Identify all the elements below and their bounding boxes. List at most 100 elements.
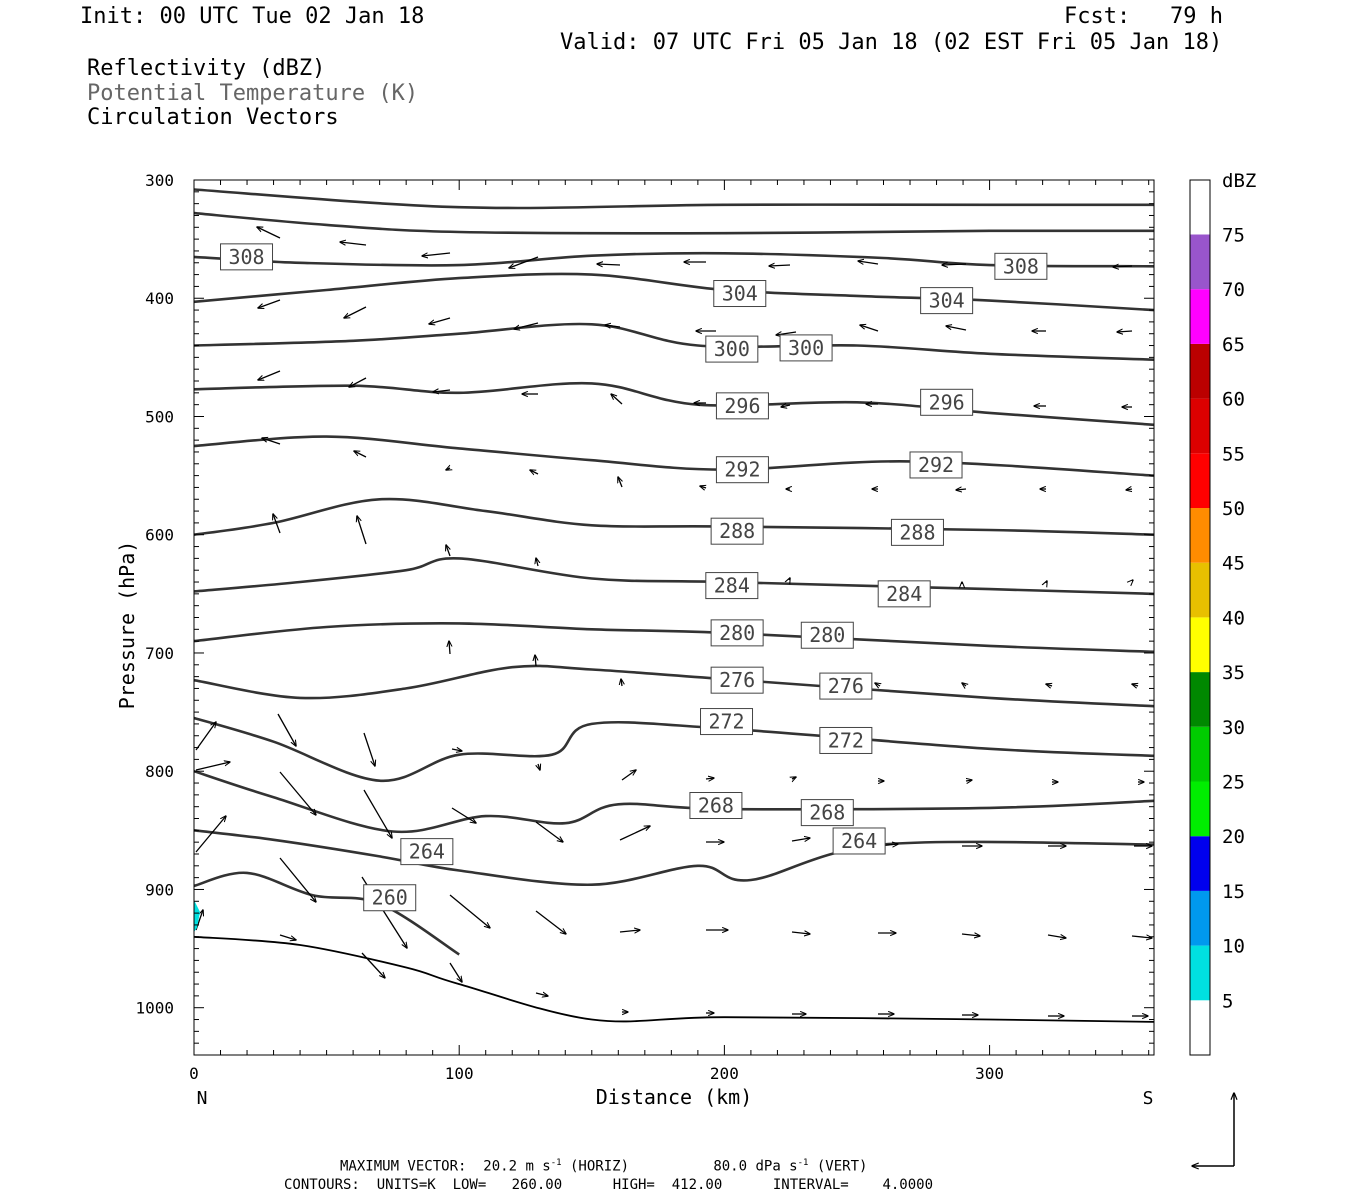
- colorbar-label: 65: [1222, 334, 1245, 356]
- circulation-vector: [966, 780, 972, 781]
- contour-label: 288: [719, 519, 755, 543]
- circulation-vector: [258, 299, 281, 308]
- circulation-vector: [618, 477, 622, 488]
- circulation-vector: [535, 910, 566, 934]
- y-tick-label: 400: [145, 289, 174, 308]
- colorbar-label: 55: [1222, 443, 1245, 465]
- circulation-vector: [195, 722, 216, 751]
- circulation-vector: [781, 405, 791, 407]
- colorbar-label: 70: [1222, 279, 1245, 301]
- circulation-vector: [700, 486, 706, 488]
- circulation-vector: [1046, 684, 1052, 686]
- circulation-vector: [1113, 266, 1133, 267]
- contour-label: 280: [719, 621, 755, 645]
- circulation-vector: [962, 683, 966, 686]
- colorbar-swatch: [1190, 453, 1210, 508]
- contour-label-box: [800, 799, 854, 827]
- circulation-vector: [354, 451, 367, 458]
- colorbar-label: 30: [1222, 717, 1245, 739]
- circulation-vector: [535, 993, 548, 996]
- circulation-vector: [514, 322, 539, 329]
- circulation-vector: [597, 264, 621, 265]
- y-tick-label: 800: [145, 762, 174, 781]
- circulation-vector: [619, 930, 640, 932]
- circulation-vector: [1126, 489, 1132, 490]
- x-axis-label: Distance (km): [596, 1085, 753, 1109]
- valid-time: Valid: 07 UTC Fri 05 Jan 18 (02 EST Fri …: [560, 30, 1223, 55]
- horiz-exponent: -1: [550, 1158, 562, 1168]
- contour-label-box: [994, 252, 1048, 280]
- circulation-vector: [429, 317, 451, 324]
- contour-label: 268: [698, 794, 734, 818]
- contour-label: 264: [409, 840, 445, 864]
- contour-label-box: [715, 392, 769, 420]
- circulation-vector: [875, 683, 880, 686]
- circulation-vector: [942, 264, 967, 265]
- colorbar-swatch: [1190, 945, 1210, 1001]
- circulation-vector: [605, 325, 621, 327]
- x-tick-label: 200: [710, 1064, 739, 1083]
- circulation-vector: [535, 821, 563, 842]
- contour-label: 284: [886, 582, 922, 606]
- y-tick-label: 700: [145, 644, 174, 663]
- contour-label: 284: [714, 574, 750, 598]
- theta-contour: [193, 322, 1155, 361]
- reflectivity-patch: [194, 900, 200, 932]
- contour-label: 304: [929, 289, 965, 313]
- circulation-vector: [279, 934, 296, 940]
- circulation-vector: [195, 816, 226, 853]
- colorbar-swatch: [1190, 781, 1210, 837]
- circulation-vector: [349, 377, 367, 387]
- circulation-vector: [446, 545, 450, 557]
- colorbar-title: dBZ: [1222, 170, 1256, 192]
- colorbar-label: 45: [1222, 553, 1245, 575]
- circulation-vector: [277, 713, 296, 746]
- y-tick-label: 1000: [135, 999, 174, 1018]
- circulation-vector: [279, 857, 316, 902]
- circulation-vector: [792, 777, 796, 779]
- colorbar-label: 25: [1222, 772, 1245, 794]
- circulation-vector: [340, 242, 367, 245]
- contour-label: 308: [1003, 254, 1039, 278]
- contour-label-box: [920, 388, 974, 416]
- init-time: Init: 00 UTC Tue 02 Jan 18: [80, 4, 425, 29]
- horiz-tag: (HORIZ): [561, 1158, 630, 1175]
- colorbar-label: 35: [1222, 662, 1245, 684]
- circulation-vector: [791, 932, 810, 934]
- circulation-vector: [363, 789, 392, 838]
- contour-label: 272: [828, 728, 864, 752]
- colorbar-swatch: [1190, 562, 1210, 618]
- contour-label-box: [713, 280, 767, 308]
- field-label-vectors: Circulation Vectors: [87, 105, 339, 130]
- y-axis-label: Pressure (hPa): [115, 541, 139, 710]
- theta-contour: [193, 557, 1155, 596]
- contour-label-box: [705, 335, 759, 363]
- x-tick-label: 100: [445, 1064, 474, 1083]
- circulation-vector: [789, 578, 790, 580]
- circulation-vector: [1131, 936, 1152, 938]
- x-tick-label: 300: [975, 1064, 1004, 1083]
- forecast-hour: Fcst: 79 h: [1064, 4, 1223, 29]
- contour-label: 264: [841, 829, 877, 853]
- colorbar-swatch: [1190, 726, 1210, 782]
- circulation-vector: [1132, 580, 1133, 581]
- circulation-vector: [535, 655, 536, 667]
- circulation-vector: [1047, 935, 1066, 938]
- contour-label-box: [909, 451, 963, 479]
- circulation-vector: [279, 771, 316, 815]
- contour-label-box: [890, 518, 944, 546]
- contour-label: 276: [828, 674, 864, 698]
- colorbar-frame: [1189, 179, 1211, 1056]
- circulation-vector: [258, 370, 281, 380]
- horiz-vector-value: 20.2 m s: [483, 1158, 551, 1175]
- contour-label: 276: [719, 668, 755, 692]
- theta-contour: [193, 829, 1155, 887]
- circulation-vector: [538, 764, 540, 770]
- theta-contour: [193, 871, 460, 956]
- colorbar-label: 40: [1222, 607, 1245, 629]
- circulation-vector: [433, 390, 451, 392]
- circulation-vector: [619, 826, 650, 841]
- circulation-vector: [956, 489, 967, 490]
- circulation-vector: [858, 261, 879, 264]
- circulation-vector: [621, 770, 636, 781]
